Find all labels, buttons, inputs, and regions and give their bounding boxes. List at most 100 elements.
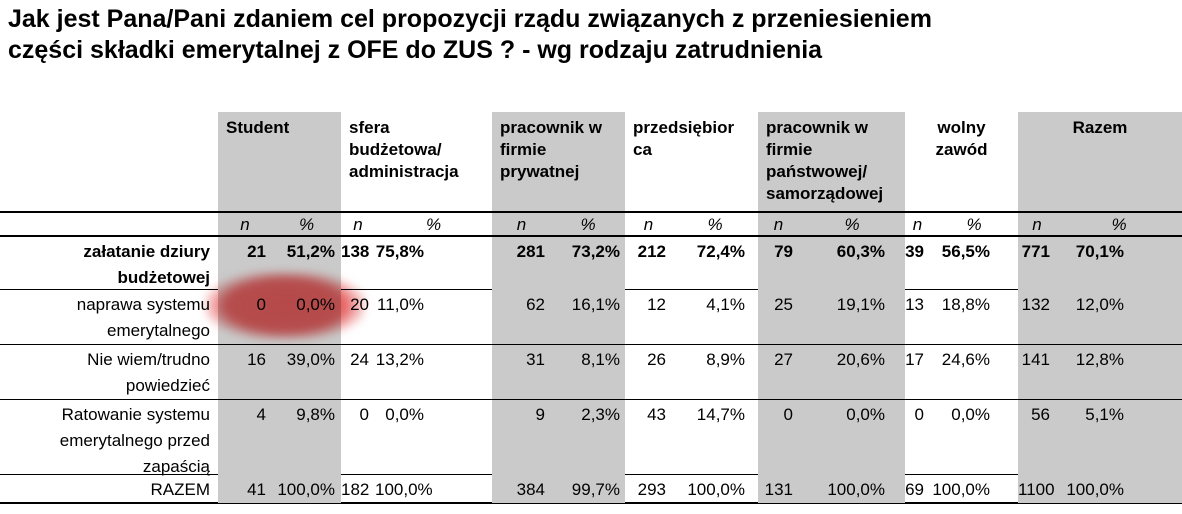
cell-n: 281: [492, 237, 551, 291]
cell-pct: 19,1%: [799, 290, 905, 344]
cell-pct: 100,0%: [375, 480, 433, 499]
cell-n: 138: [341, 242, 370, 261]
column-header-razem: Razem: [1018, 112, 1182, 211]
cell-pct: 100,0%: [799, 475, 905, 503]
cell-pct: 0,0%: [385, 405, 424, 424]
subheader-pct-sfera-budzetowa-administracja: %: [425, 215, 442, 234]
cell-n: 0: [758, 400, 799, 480]
cell-pct: 73,2%: [551, 237, 625, 291]
cell-pct: 39,0%: [272, 345, 341, 399]
cell-n: 12: [647, 295, 666, 314]
cell-n: 56: [1018, 400, 1056, 480]
cell-pct: 56,5%: [941, 242, 990, 261]
cell-pct: 100,0%: [1056, 475, 1182, 503]
cell-pct: 99,7%: [551, 475, 625, 503]
survey-table: Student sfera budżetowa/ administracja pra…: [0, 112, 1182, 504]
table-row: naprawa systemu emerytalnego 0 0,0% 20 11,0%…: [0, 290, 1182, 345]
subheader-pct-wolny-zawod: %: [966, 215, 982, 234]
cell-pct: 24,6%: [941, 350, 990, 369]
column-header-pracownik-firma-prywatna: pracownik w firmie prywatnej: [492, 112, 625, 211]
cell-pct: 72,4%: [696, 242, 745, 261]
page-title: Jak jest Pana/Pani zdaniem cel propozycj…: [8, 5, 932, 64]
cell-pct: 100,0%: [932, 480, 990, 499]
cell-n: 21: [218, 237, 272, 291]
cell-n: 132: [1018, 290, 1056, 344]
table-row: RAZEM 41 100,0% 182 100,0% 384 99,7% 293 100,0% 1…: [0, 475, 1182, 504]
cell-pct: 0,0%: [272, 290, 341, 344]
column-header-sfera-budzetowa-administracja: sfera budżetowa/ administracja: [349, 118, 459, 181]
column-header-pracownik-firma-panstwowa: pracownik w firmie państwowej/ samorządo…: [758, 112, 905, 211]
cell-pct: 0,0%: [799, 400, 905, 480]
cell-n: 771: [1018, 237, 1056, 291]
subheader-row: n% n% n% n% n% n% n%: [0, 213, 1182, 237]
table-row: Ratowanie systemu emerytalnego przed zap…: [0, 400, 1182, 480]
cell-n: 0: [218, 290, 272, 344]
cell-pct: 2,3%: [551, 400, 625, 480]
cell-pct: 12,0%: [1056, 290, 1182, 344]
cell-n: 25: [758, 290, 799, 344]
row-label: załatanie dziury budżetowej: [83, 242, 210, 287]
cell-pct: 8,9%: [706, 350, 745, 369]
cell-n: 0: [359, 405, 369, 424]
row-label: naprawa systemu emerytalnego: [76, 295, 210, 340]
cell-n: 384: [492, 475, 551, 503]
cell-n: 13: [905, 295, 924, 314]
cell-n: 43: [647, 405, 666, 424]
cell-n: 0: [914, 405, 924, 424]
row-label: Nie wiem/trudno powiedzieć: [87, 350, 210, 395]
cell-n: 16: [218, 345, 272, 399]
cell-pct: 8,1%: [551, 345, 625, 399]
cell-n: 9: [492, 400, 551, 480]
cell-pct: 14,7%: [696, 405, 745, 424]
row-label: RAZEM: [150, 480, 211, 499]
header-spacer: [0, 112, 218, 211]
subheader-n-student: n: [218, 213, 272, 235]
cell-pct: 75,8%: [375, 242, 424, 261]
cell-n: 39: [905, 242, 924, 261]
column-header-student: Student: [218, 112, 341, 211]
subheader-spacer: [0, 213, 218, 235]
cell-n: 17: [905, 350, 924, 369]
cell-pct: 100,0%: [687, 480, 745, 499]
cell-n: 62: [492, 290, 551, 344]
cell-n: 293: [637, 480, 666, 499]
cell-pct: 100,0%: [272, 475, 341, 503]
cell-n: 212: [637, 242, 666, 261]
column-header-wolny-zawod: wolny zawód: [935, 118, 988, 159]
header-row: Student sfera budżetowa/ administracja pra…: [0, 112, 1182, 213]
subheader-pct-pracownik-firma-prywatna: %: [551, 213, 625, 235]
subheader-pct-student: %: [272, 213, 341, 235]
cell-pct: 16,1%: [551, 290, 625, 344]
cell-pct: 12,8%: [1056, 345, 1182, 399]
cell-pct: 20,6%: [799, 345, 905, 399]
subheader-pct-przedsiebiorca: %: [707, 215, 723, 234]
column-header-przedsiebiorca: przedsiębior ca: [633, 118, 735, 159]
subheader-pct-razem: %: [1056, 213, 1182, 235]
cell-pct: 13,2%: [375, 350, 424, 369]
cell-n: 141: [1018, 345, 1056, 399]
table-row: Nie wiem/trudno powiedzieć 16 39,0% 24 13,2%…: [0, 345, 1182, 400]
cell-n: 41: [218, 475, 272, 503]
cell-pct: 18,8%: [941, 295, 990, 314]
cell-n: 31: [492, 345, 551, 399]
cell-n: 20: [350, 295, 369, 314]
cell-pct: 70,1%: [1056, 237, 1182, 291]
cell-n: 79: [758, 237, 799, 291]
cell-pct: 11,0%: [377, 295, 424, 314]
row-label: Ratowanie systemu emerytalnego przed zap…: [59, 405, 210, 476]
subheader-n-sfera-budzetowa-administracja: n: [353, 215, 363, 234]
subheader-n-razem: n: [1018, 213, 1056, 235]
table-row: załatanie dziury budżetowej 21 51,2% 138 75,…: [0, 237, 1182, 291]
cell-n: 4: [218, 400, 272, 480]
cell-pct: 0,0%: [951, 405, 990, 424]
subheader-n-wolny-zawod: n: [912, 215, 923, 234]
cell-pct: 5,1%: [1056, 400, 1182, 480]
cell-n: 131: [758, 475, 799, 503]
cell-pct: 9,8%: [272, 400, 341, 480]
subheader-n-pracownik-firma-panstwowa: n: [758, 213, 799, 235]
cell-n: 27: [758, 345, 799, 399]
cell-n: 24: [350, 350, 369, 369]
cell-pct: 60,3%: [799, 237, 905, 291]
cell-n: 1100: [1018, 475, 1056, 503]
